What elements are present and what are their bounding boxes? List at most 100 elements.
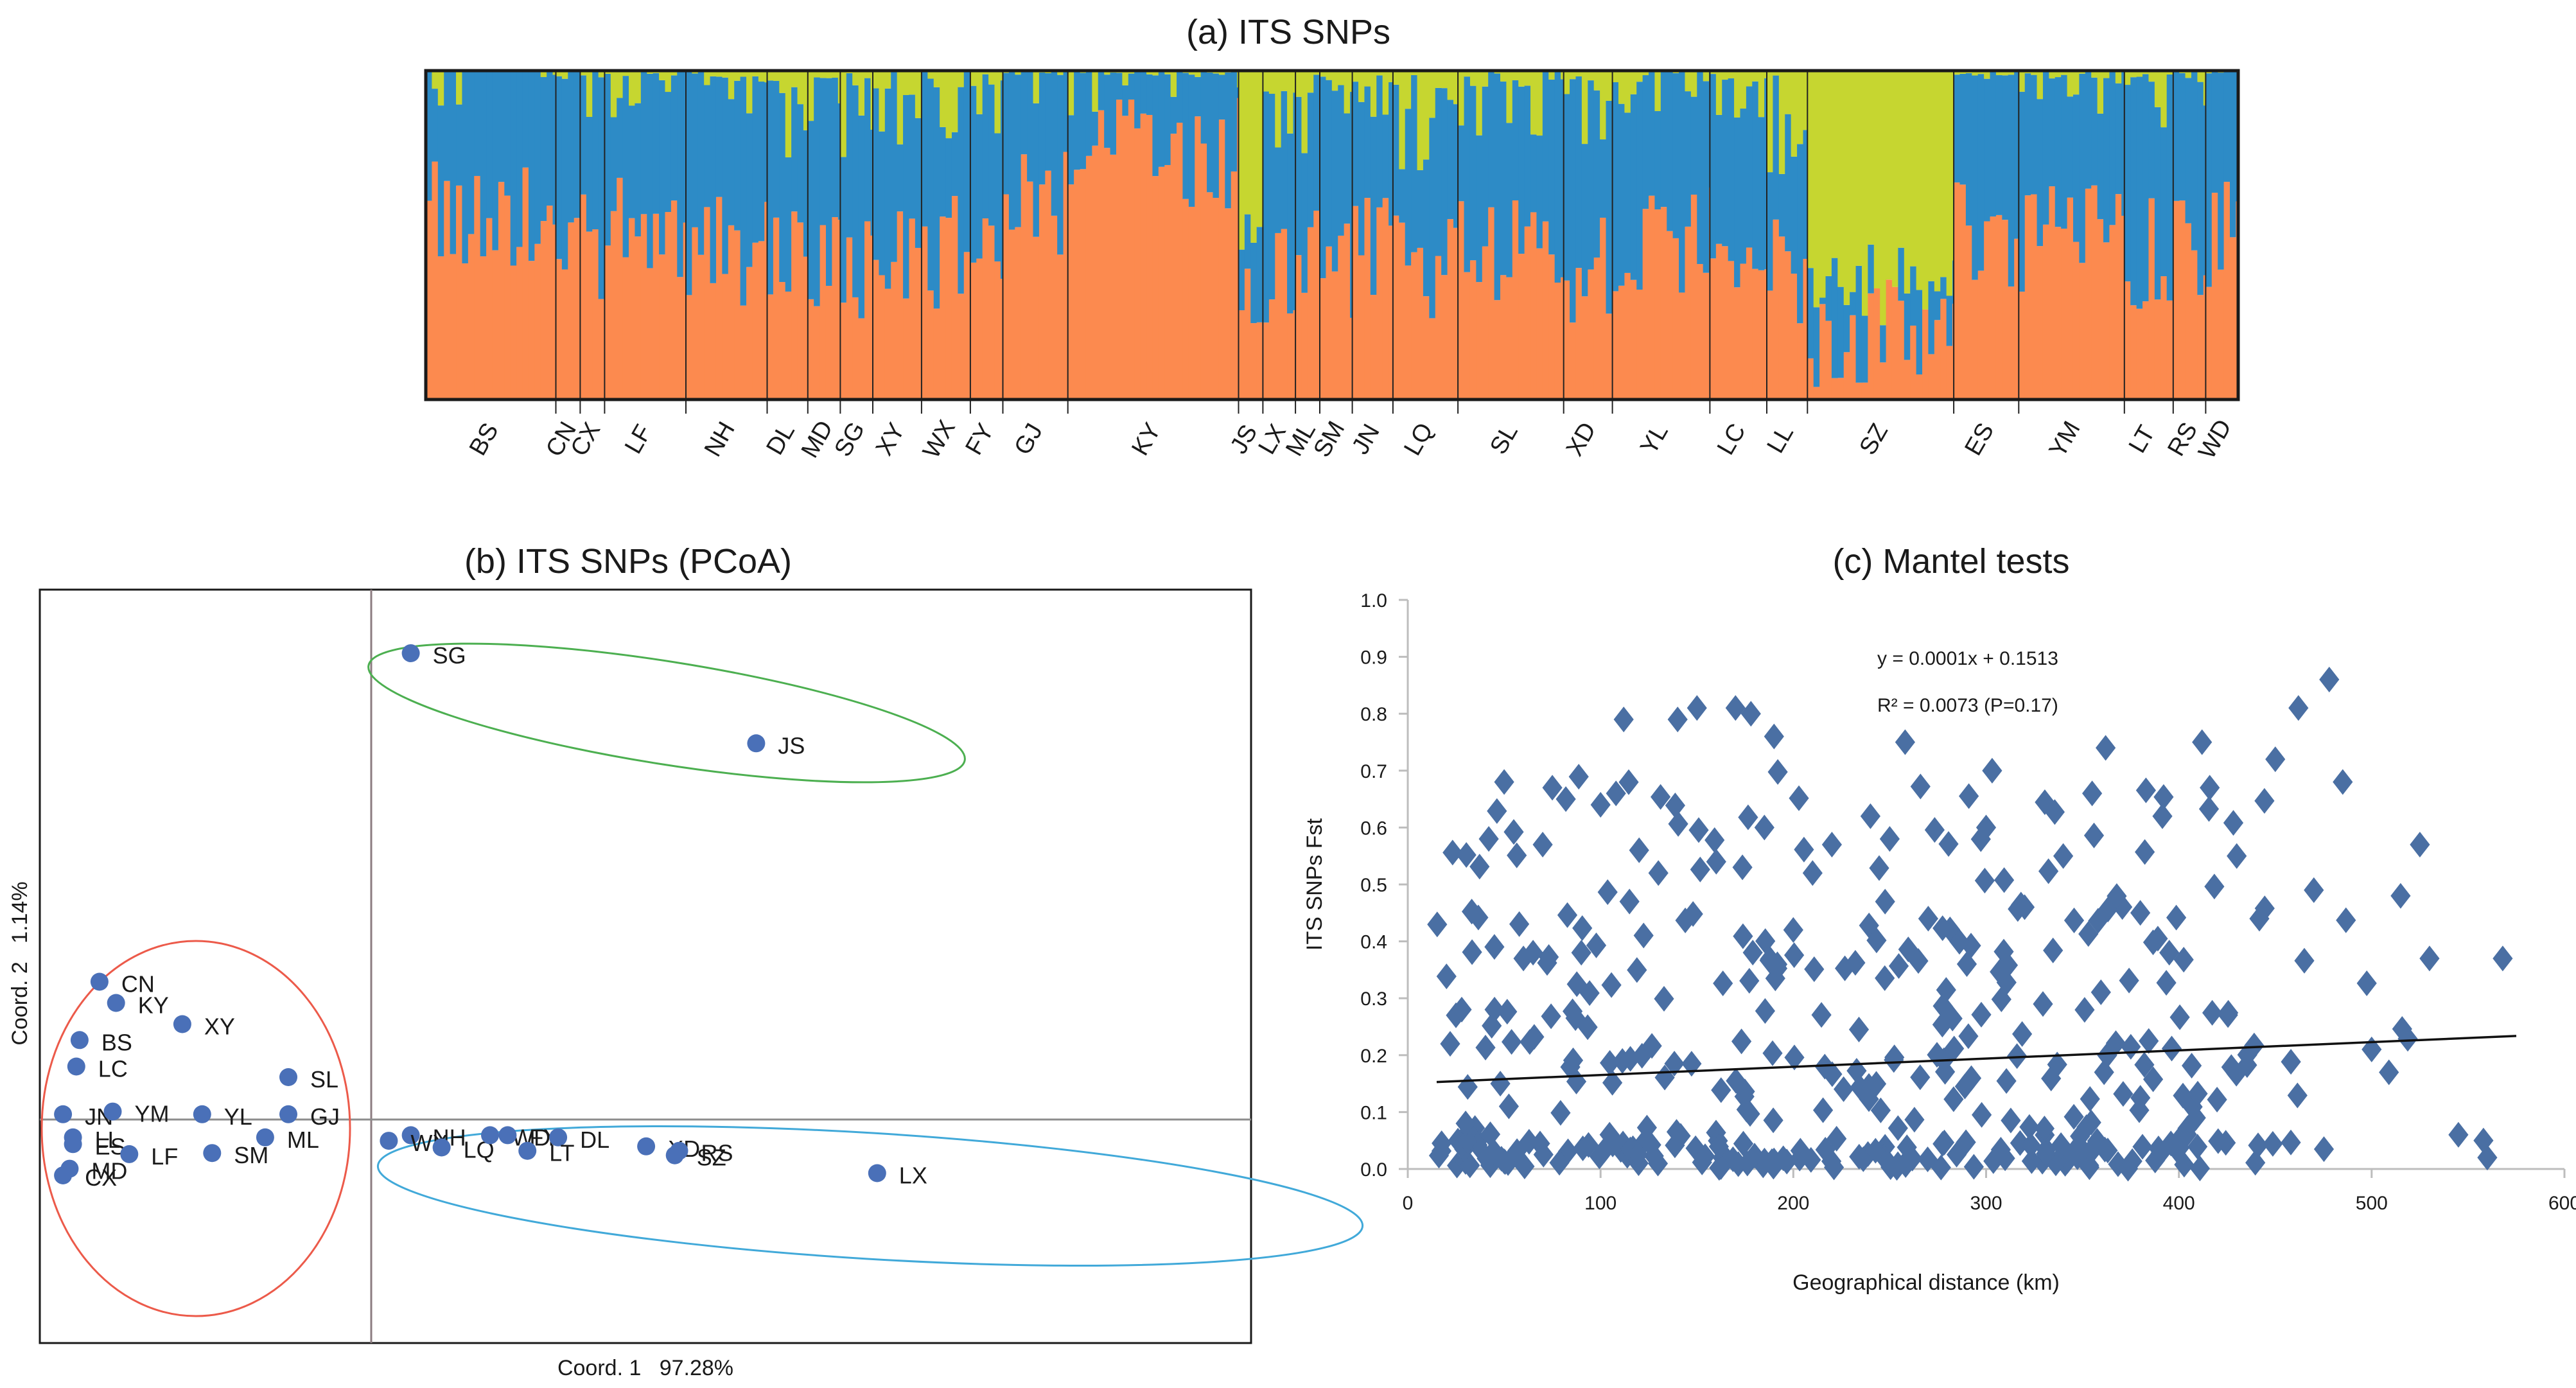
admixture-segment-orange xyxy=(1588,269,1595,400)
admixture-segment-green xyxy=(1275,71,1282,148)
admixture-segment-blue xyxy=(767,80,774,295)
admixture-segment-blue xyxy=(1015,75,1022,227)
mantel-point xyxy=(1711,1154,1731,1180)
admixture-segment-green xyxy=(1922,71,1929,310)
mantel-point xyxy=(1708,1134,1729,1160)
admixture-segment-orange xyxy=(2148,198,2155,400)
mantel-point xyxy=(2122,1148,2142,1174)
admixture-segment-blue xyxy=(450,71,457,254)
admixture-segment-blue xyxy=(2205,73,2212,287)
admixture-segment-blue xyxy=(1231,72,1238,171)
admixture-segment-orange xyxy=(1067,184,1074,400)
admixture-segment-blue xyxy=(647,73,654,268)
mantel-point xyxy=(1888,1115,1908,1141)
admixture-segment-orange xyxy=(740,305,747,400)
mantel-point xyxy=(1457,1074,1478,1100)
mantel-point xyxy=(1802,860,1823,886)
admixture-segment-blue xyxy=(1524,85,1531,227)
admixture-segment-blue xyxy=(586,116,593,232)
mantel-point xyxy=(2245,1150,2266,1176)
admixture-segment-blue xyxy=(2055,77,2062,227)
mantel-point xyxy=(2088,908,2108,934)
admixture-segment-green xyxy=(1338,71,1345,85)
admixture-segment-green xyxy=(1850,71,1857,292)
admixture-segment-blue xyxy=(764,82,768,202)
admixture-segment-blue xyxy=(1752,81,1759,269)
admixture-segment-green xyxy=(1581,71,1588,145)
admixture-segment-green xyxy=(1880,71,1887,326)
admixture-segment-blue xyxy=(1746,86,1753,248)
mantel-point xyxy=(1732,854,1753,881)
admixture-segment-blue xyxy=(1213,73,1220,198)
admixture-segment-orange xyxy=(540,221,547,400)
admixture-segment-blue xyxy=(2166,75,2173,301)
admixture-segment-blue xyxy=(1773,75,1780,220)
admixture-segment-green xyxy=(1630,71,1637,94)
admixture-segment-blue xyxy=(2042,71,2049,225)
admixture-segment-blue xyxy=(746,113,753,267)
admixture-segment-blue xyxy=(2019,91,2026,292)
admixture-segment-blue xyxy=(1313,75,1320,211)
mantel-point xyxy=(1794,836,1814,863)
admixture-segment-green xyxy=(598,71,605,78)
mantel-point xyxy=(1996,1068,2017,1094)
pcoa-point-label: GJ xyxy=(310,1103,340,1130)
pcoa-point xyxy=(432,1138,451,1157)
mantel-point xyxy=(1762,1040,1783,1066)
admixture-segment-green xyxy=(864,71,872,78)
admixture-segment-green xyxy=(1195,71,1202,77)
y-tick-label: 0.0 xyxy=(1360,1159,1387,1181)
admixture-segment-blue xyxy=(1910,266,1917,326)
admixture-segment-orange xyxy=(2002,220,2009,400)
admixture-segment-orange xyxy=(1934,320,1941,400)
mantel-point xyxy=(2477,1145,2498,1171)
mantel-point xyxy=(1762,1148,1782,1174)
admixture-segment-green xyxy=(1642,71,1649,76)
mantel-point xyxy=(2036,1141,2056,1167)
mantel-point xyxy=(1602,1069,1623,1096)
admixture-segment-blue xyxy=(2197,82,2204,295)
admixture-segment-orange xyxy=(1512,200,1519,400)
admixture-segment-blue xyxy=(1850,292,1857,315)
admixture-segment-green xyxy=(728,71,735,100)
admixture-segment-orange xyxy=(1524,226,1531,400)
admixture-segment-blue xyxy=(1295,96,1302,256)
admixture-segment-blue xyxy=(1392,84,1399,216)
admixture-segment-blue xyxy=(1110,73,1117,155)
mantel-point xyxy=(1764,723,1784,750)
admixture-segment-blue xyxy=(2072,94,2080,242)
admixture-segment-green xyxy=(933,71,940,87)
admixture-segment-blue xyxy=(1570,79,1577,323)
admixture-segment-green xyxy=(629,71,636,106)
mantel-point xyxy=(1711,1077,1731,1103)
mantel-point xyxy=(1586,932,1607,958)
admixture-segment-orange xyxy=(1250,323,1257,400)
admixture-segment-blue xyxy=(1057,75,1064,255)
mantel-point xyxy=(1455,1111,1476,1137)
mantel-point xyxy=(1740,701,1761,727)
admixture-segment-green xyxy=(976,71,983,114)
mantel-point xyxy=(1739,968,1760,994)
population-label: XY xyxy=(871,419,911,461)
admixture-segment-green xyxy=(785,71,792,157)
admixture-segment-blue xyxy=(640,71,647,215)
admixture-segment-orange xyxy=(1785,251,1792,400)
population-label: NH xyxy=(699,417,740,462)
admixture-segment-blue xyxy=(1275,147,1282,233)
admixture-segment-blue xyxy=(2008,75,2015,287)
y-tick-label: 1.0 xyxy=(1360,590,1387,611)
admixture-segment-green xyxy=(870,71,873,130)
pcoa-point-label: SG xyxy=(433,642,466,669)
admixture-segment-green xyxy=(1995,71,2002,76)
pcoa-point xyxy=(665,1146,684,1164)
admixture-segment-blue xyxy=(1358,101,1365,256)
admixture-segment-blue xyxy=(1301,153,1308,293)
admixture-segment-blue xyxy=(1435,87,1442,256)
x-tick-label: 0 xyxy=(1403,1193,1414,1214)
admixture-segment-green xyxy=(1307,71,1314,93)
admixture-segment-orange xyxy=(1807,358,1814,400)
admixture-segment-green xyxy=(1570,71,1577,80)
admixture-segment-blue xyxy=(1281,91,1288,229)
admixture-segment-orange xyxy=(1898,301,1905,400)
mantel-point xyxy=(1478,826,1499,852)
